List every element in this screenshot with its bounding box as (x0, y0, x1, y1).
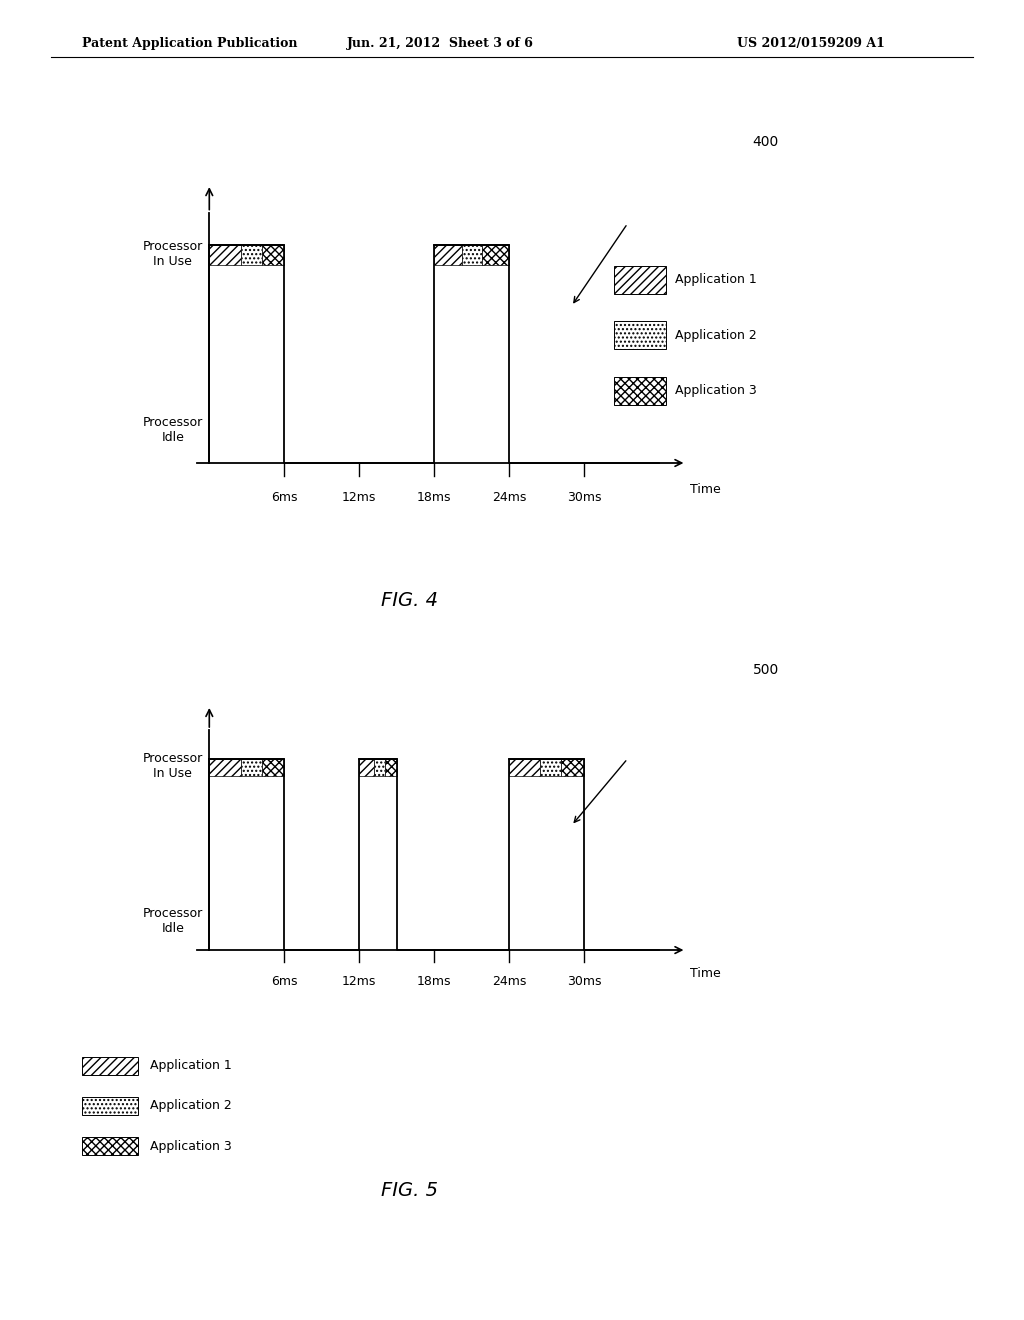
Text: Jun. 21, 2012  Sheet 3 of 6: Jun. 21, 2012 Sheet 3 of 6 (347, 37, 534, 50)
Text: 6ms: 6ms (271, 975, 298, 987)
Text: Time: Time (690, 968, 721, 981)
Text: FIG. 5: FIG. 5 (381, 1181, 438, 1200)
Text: 400: 400 (753, 135, 779, 149)
Text: Time: Time (690, 483, 721, 495)
Bar (614, 267, 666, 294)
Bar (481, 246, 509, 265)
Bar (614, 378, 666, 404)
Text: 18ms: 18ms (417, 975, 452, 987)
Text: Application 1: Application 1 (150, 1060, 231, 1072)
Text: Processor
Idle: Processor Idle (142, 416, 203, 445)
Bar (359, 759, 374, 776)
Bar (509, 759, 541, 776)
Text: 18ms: 18ms (417, 491, 452, 504)
Text: 500: 500 (753, 663, 779, 677)
Bar (241, 759, 262, 776)
Text: 30ms: 30ms (566, 491, 601, 504)
Text: Processor
Idle: Processor Idle (142, 907, 203, 936)
Text: 24ms: 24ms (492, 975, 526, 987)
Bar (374, 759, 385, 776)
Bar (462, 246, 481, 265)
Text: Patent Application Publication: Patent Application Publication (82, 37, 297, 50)
Text: 12ms: 12ms (342, 491, 377, 504)
Bar (262, 246, 285, 265)
Text: US 2012/0159209 A1: US 2012/0159209 A1 (737, 37, 885, 50)
Bar (209, 759, 241, 776)
Text: Application 1: Application 1 (675, 273, 757, 286)
Bar (82, 1097, 138, 1114)
Text: Processor
In Use: Processor In Use (142, 240, 203, 268)
Text: FIG. 4: FIG. 4 (381, 591, 438, 610)
Text: Application 3: Application 3 (675, 384, 757, 397)
Text: 24ms: 24ms (492, 491, 526, 504)
Bar (209, 246, 241, 265)
Bar (262, 759, 285, 776)
Text: 30ms: 30ms (566, 975, 601, 987)
Text: Processor
In Use: Processor In Use (142, 752, 203, 780)
Bar (561, 759, 584, 776)
Text: Application 2: Application 2 (150, 1100, 231, 1113)
Bar (82, 1057, 138, 1074)
Text: Application 3: Application 3 (150, 1139, 231, 1152)
Bar (614, 321, 666, 348)
Text: Application 2: Application 2 (675, 329, 757, 342)
Bar (434, 246, 462, 265)
Bar (385, 759, 396, 776)
Bar (541, 759, 561, 776)
Bar (82, 1138, 138, 1155)
Bar (241, 246, 262, 265)
Text: 12ms: 12ms (342, 975, 377, 987)
Text: 6ms: 6ms (271, 491, 298, 504)
